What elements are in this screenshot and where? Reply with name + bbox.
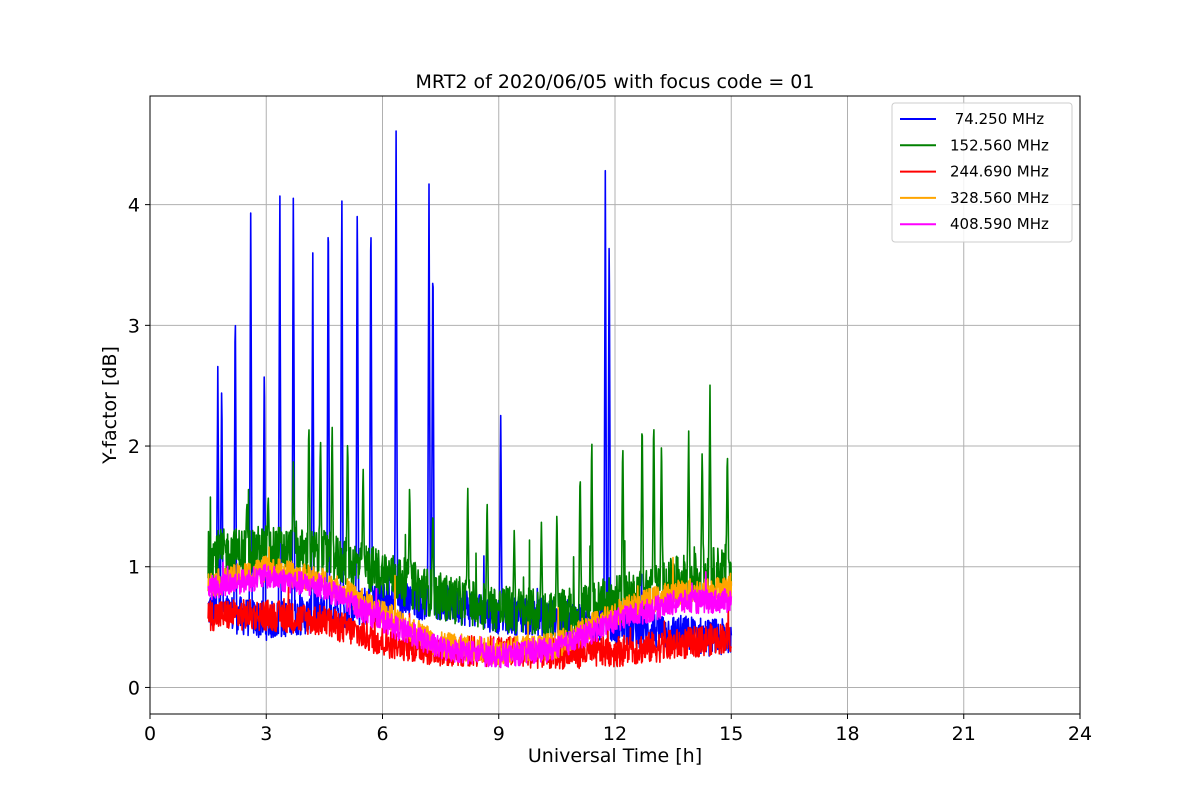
x-tick-label: 18 (835, 723, 859, 745)
legend-label: 244.690 MHz (950, 163, 1049, 181)
y-tick-label: 0 (128, 677, 140, 699)
series-lines (207, 130, 733, 670)
y-tick-label: 2 (128, 436, 140, 458)
series-line-4 (207, 561, 733, 669)
legend-label: 328.560 MHz (950, 189, 1049, 207)
series-line-2 (207, 584, 732, 670)
legend: 74.250 MHz 152.560 MHz 244.690 MHz 328.560 … (891, 102, 1073, 243)
x-tick-label: 12 (603, 723, 627, 745)
y-tick-label: 4 (128, 195, 140, 217)
x-tick-label: 6 (376, 723, 388, 745)
x-tick-label: 21 (952, 723, 976, 745)
y-axis-label: Y-factor [dB] (99, 346, 121, 465)
x-tick-label: 24 (1068, 723, 1092, 745)
chart-title: MRT2 of 2020/06/05 with focus code = 01 (416, 71, 815, 93)
legend-label: 408.590 MHz (950, 215, 1049, 233)
series-line-1 (207, 384, 733, 639)
x-axis-label: Universal Time [h] (528, 745, 702, 767)
x-tick-label: 3 (260, 723, 272, 745)
x-tick-label: 0 (144, 723, 156, 745)
legend-label: 74.250 MHz (950, 110, 1044, 128)
legend-label: 152.560 MHz (950, 136, 1049, 154)
legend-box (891, 102, 1073, 243)
x-tick-label: 9 (493, 723, 505, 745)
y-tick-label: 1 (128, 557, 140, 579)
y-tick-label: 3 (128, 315, 140, 337)
x-tick-label: 15 (719, 723, 743, 745)
